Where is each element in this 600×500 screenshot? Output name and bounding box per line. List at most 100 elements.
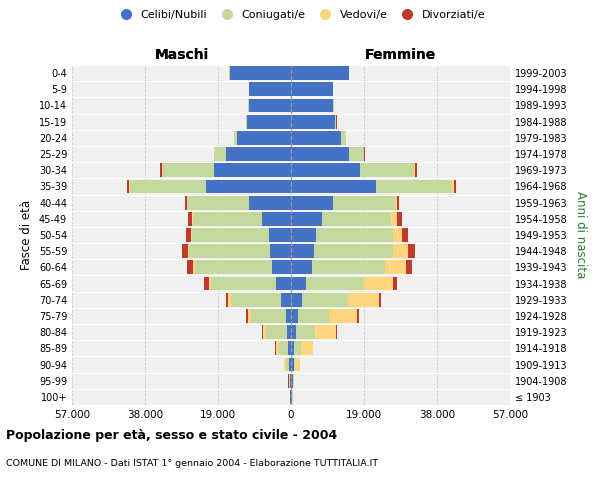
Bar <box>193 260 195 274</box>
Bar <box>360 164 414 177</box>
Bar <box>302 293 348 306</box>
Bar <box>295 342 301 355</box>
Bar <box>291 115 335 128</box>
Bar <box>293 374 294 388</box>
Bar <box>284 358 286 372</box>
Bar <box>291 147 349 161</box>
Bar <box>191 228 192 242</box>
Bar <box>296 326 315 339</box>
Bar <box>229 293 232 306</box>
Bar <box>272 260 291 274</box>
Bar <box>335 115 337 128</box>
Bar <box>364 276 393 290</box>
Bar <box>279 342 289 355</box>
Bar <box>291 98 333 112</box>
Bar <box>270 244 291 258</box>
Bar <box>188 212 192 226</box>
Bar <box>286 358 289 372</box>
Bar <box>160 164 162 177</box>
Bar <box>291 228 316 242</box>
Bar <box>245 309 248 323</box>
Bar <box>195 260 272 274</box>
Text: Maschi: Maschi <box>154 48 209 62</box>
Bar <box>291 244 314 258</box>
Bar <box>206 180 291 194</box>
Bar <box>162 164 214 177</box>
Bar <box>341 131 346 144</box>
Bar <box>414 164 415 177</box>
Bar <box>237 131 291 144</box>
Bar <box>376 180 452 194</box>
Legend: Celibi/Nubili, Coniugati/e, Vedovi/e, Divorziati/e: Celibi/Nubili, Coniugati/e, Vedovi/e, Di… <box>110 6 490 25</box>
Bar <box>379 293 381 306</box>
Bar <box>307 276 364 290</box>
Bar <box>234 131 237 144</box>
Bar <box>291 293 302 306</box>
Bar <box>397 196 400 209</box>
Bar <box>291 390 292 404</box>
Bar <box>290 374 291 388</box>
Bar <box>226 147 291 161</box>
Bar <box>187 260 193 274</box>
Bar <box>415 164 416 177</box>
Bar <box>187 196 249 209</box>
Bar <box>186 228 191 242</box>
Text: Maschi: Maschi <box>154 48 209 62</box>
Bar <box>291 374 293 388</box>
Bar <box>247 115 291 128</box>
Bar <box>193 212 262 226</box>
Bar <box>276 342 279 355</box>
Bar <box>291 180 376 194</box>
Bar <box>329 309 358 323</box>
Bar <box>315 326 336 339</box>
Bar <box>262 326 263 339</box>
Bar <box>249 82 291 96</box>
Bar <box>301 342 313 355</box>
Bar <box>452 180 454 194</box>
Bar <box>291 358 293 372</box>
Y-axis label: Fasce di età: Fasce di età <box>20 200 33 270</box>
Bar <box>192 228 269 242</box>
Bar <box>293 358 295 372</box>
Bar <box>182 244 188 258</box>
Bar <box>248 309 251 323</box>
Bar <box>263 326 266 339</box>
Bar <box>391 212 397 226</box>
Bar <box>262 212 291 226</box>
Text: Femmine: Femmine <box>365 48 436 62</box>
Bar <box>291 82 333 96</box>
Bar <box>333 196 395 209</box>
Bar <box>249 98 291 112</box>
Bar <box>266 326 287 339</box>
Bar <box>385 260 406 274</box>
Bar <box>130 180 206 194</box>
Bar <box>232 293 281 306</box>
Bar <box>214 164 291 177</box>
Bar <box>291 342 295 355</box>
Bar <box>316 228 393 242</box>
Bar <box>291 309 298 323</box>
Bar <box>298 309 329 323</box>
Bar <box>406 260 412 274</box>
Bar <box>269 228 291 242</box>
Bar <box>286 309 291 323</box>
Bar <box>291 131 341 144</box>
Bar <box>291 212 322 226</box>
Bar <box>291 260 312 274</box>
Bar <box>291 196 333 209</box>
Bar <box>277 276 291 290</box>
Bar <box>393 276 397 290</box>
Bar <box>230 66 291 80</box>
Bar <box>393 228 403 242</box>
Bar <box>408 244 415 258</box>
Text: Femmine: Femmine <box>365 48 436 62</box>
Bar <box>393 244 408 258</box>
Bar <box>204 276 209 290</box>
Bar <box>289 374 290 388</box>
Text: Popolazione per età, sesso e stato civile - 2004: Popolazione per età, sesso e stato civil… <box>6 430 337 442</box>
Bar <box>289 358 291 372</box>
Text: COMUNE DI MILANO - Dati ISTAT 1° gennaio 2004 - Elaborazione TUTTITALIA.IT: COMUNE DI MILANO - Dati ISTAT 1° gennaio… <box>6 458 378 468</box>
Bar <box>209 276 211 290</box>
Bar <box>281 293 291 306</box>
Y-axis label: Anni di nascita: Anni di nascita <box>574 192 587 278</box>
